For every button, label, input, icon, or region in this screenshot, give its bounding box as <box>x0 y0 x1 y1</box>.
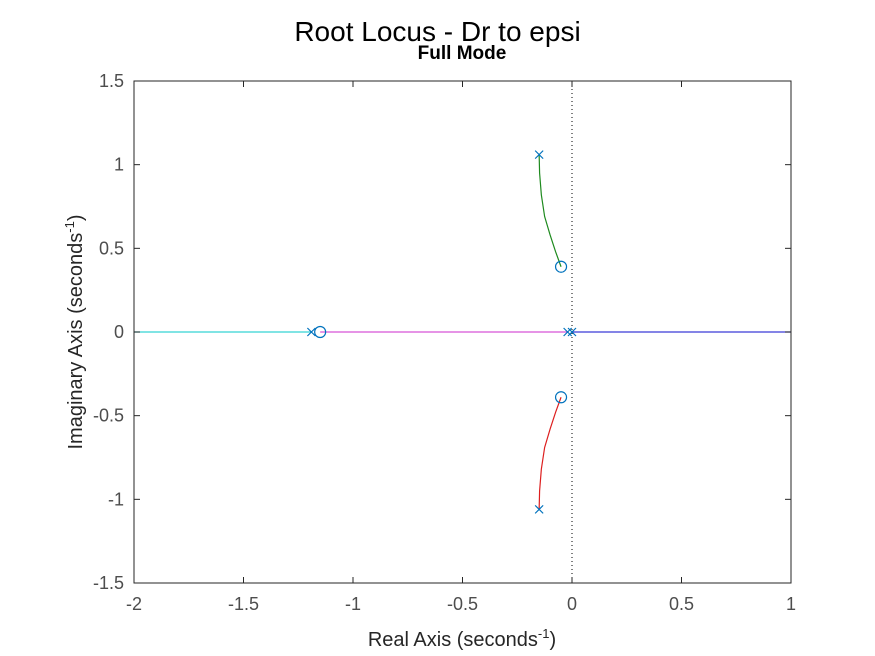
y-axis-label: Imaginary Axis (seconds-1) <box>62 215 87 450</box>
x-axis-label-main: Real Axis (seconds <box>368 629 538 651</box>
y-tick-label-5: 0.5 <box>99 238 124 258</box>
pole-marker-3 <box>306 327 316 337</box>
x-axis-label: Real Axis (seconds-1) <box>368 626 556 651</box>
x-axis-label-sup: -1 <box>538 626 550 641</box>
zero-marker-3 <box>314 325 327 339</box>
locus-branch-2 <box>538 397 562 510</box>
x-tick-label-5: 0 <box>567 594 577 614</box>
x-tick-label-1: -2 <box>126 594 142 614</box>
pole-marker-5 <box>567 327 577 337</box>
x-tick-label-4: -0.5 <box>447 594 478 614</box>
x-axis-label-close: ) <box>549 629 556 651</box>
pole-marker-4 <box>563 327 573 337</box>
locus-branch-1 <box>538 154 562 267</box>
pole-marker-2 <box>534 504 544 514</box>
x-tick-label-6: 0.5 <box>669 594 694 614</box>
y-tick-label-4: 0 <box>114 322 124 342</box>
y-tick-label-1: -1.5 <box>93 573 124 593</box>
y-tick-label-6: 1 <box>114 155 124 175</box>
y-axis-label-sup: -1 <box>62 221 77 233</box>
chart-subtitle: Full Mode <box>418 43 507 64</box>
x-tick-label-7: 1 <box>786 594 796 614</box>
x-tick-label-3: -1 <box>345 594 361 614</box>
y-tick-label-2: -1 <box>108 489 124 509</box>
y-tick-label-3: -0.5 <box>93 406 124 426</box>
zero-marker-1 <box>554 260 568 273</box>
zero-marker-2 <box>554 391 568 404</box>
x-tick-label-2: -1.5 <box>228 594 259 614</box>
y-tick-label-7: 1.5 <box>99 71 124 91</box>
chart-title: Root Locus - Dr to epsi <box>294 16 580 47</box>
y-axis-label-main: Imaginary Axis (seconds <box>65 233 87 450</box>
y-axis-label-close: ) <box>65 215 87 222</box>
pole-marker-1 <box>534 150 544 160</box>
